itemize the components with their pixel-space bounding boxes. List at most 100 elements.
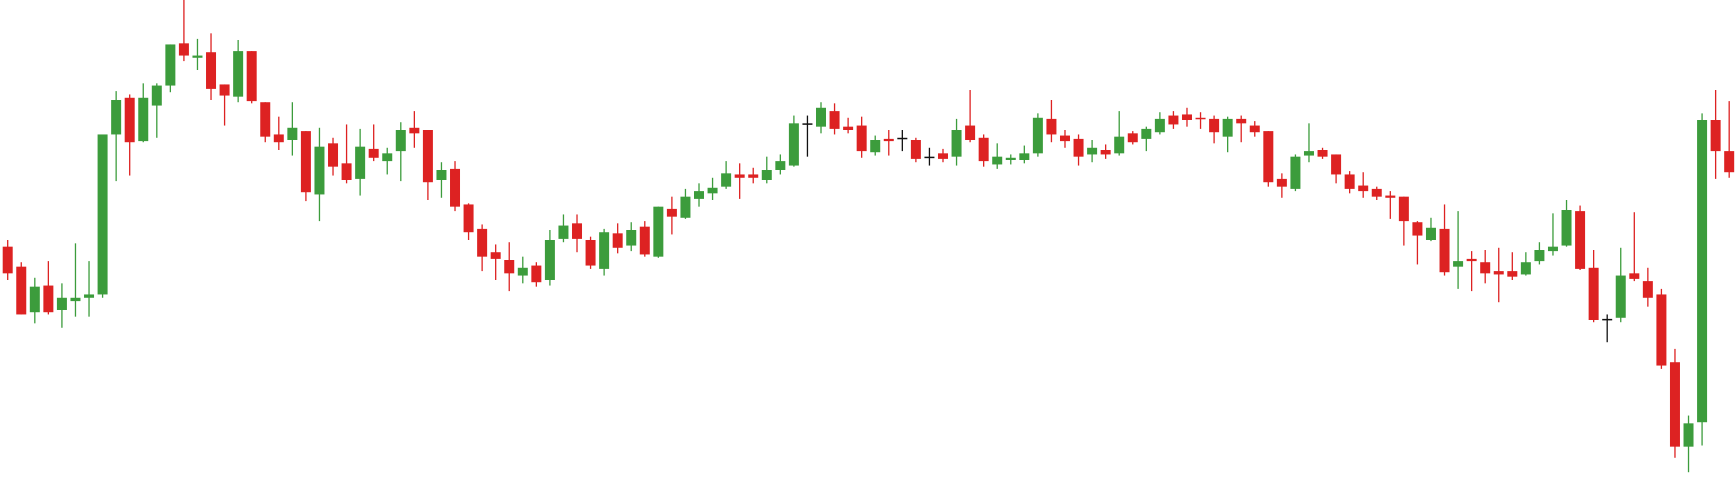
candle-body [314,146,325,195]
candle-body [1019,153,1030,160]
candle-body [111,100,122,135]
candle-body [544,240,555,280]
candle-body [504,260,515,274]
candle-body [734,174,745,178]
candle-body [572,223,583,239]
candle-body [1195,117,1206,120]
candle-body [951,130,962,157]
candle-body [490,252,501,259]
candle-body [1669,362,1680,447]
candle-body [1575,211,1586,269]
candle-body [937,153,948,159]
candle-body [56,297,67,310]
candle-body [1154,118,1165,133]
candle-body [1425,227,1436,240]
candle-body [1683,423,1694,447]
candle-body [1127,133,1138,143]
candle-body [965,125,976,140]
candle-body [788,123,799,166]
candle-body [626,230,637,246]
candle-body [1141,128,1152,139]
candle-body [300,131,311,193]
candle-body [206,52,217,89]
candle-body [2,246,13,274]
candle-body [707,187,718,194]
candle-body [1344,174,1355,189]
candle-body [1534,250,1545,262]
candle-body [517,267,528,276]
candle-body [1114,136,1125,154]
candle-body [1561,210,1572,246]
candle-body [829,111,840,129]
candle-body [1642,281,1653,298]
candle-body [1181,114,1192,120]
candle-body [233,51,244,97]
candle-body [1480,262,1491,274]
candle-body [124,97,135,143]
candle-body [1059,135,1070,142]
candle-body [761,170,772,180]
candle-body [368,148,379,158]
candle-body [1371,188,1382,197]
candle-body [1453,261,1464,267]
candle-body [721,173,732,187]
candle-body [260,102,271,137]
candle-body [612,233,623,248]
candle-body [178,43,189,56]
candle-body [1398,196,1409,222]
candle-body [1290,156,1301,189]
candle-body [599,232,610,269]
candle-body [680,196,691,218]
candle-body [1439,228,1450,273]
candle-body [1263,131,1274,183]
candle-body [666,208,677,217]
candle-body [1697,120,1708,423]
candle-body [422,130,433,183]
candle-body [1547,246,1558,252]
candle-body [341,163,352,180]
candle-body [694,191,705,199]
candle-body [1317,150,1328,157]
candle-body [450,168,461,207]
candle-body [328,143,339,167]
candle-body [531,265,542,283]
candle-body [192,55,203,58]
candle-body [1032,117,1043,154]
candle-body [883,138,894,142]
candle-body [1507,271,1518,277]
candle-body [1724,151,1735,173]
candle-body [355,146,366,179]
candle-body [409,127,420,134]
candle-body [1222,118,1233,137]
candle-body [463,204,474,233]
candle-body [978,137,989,162]
candle-body [1276,178,1287,187]
candle-body [1303,151,1314,156]
candle-body [802,123,813,125]
candle-body [29,286,40,313]
candle-body [1249,125,1260,133]
candle-body [1588,267,1599,320]
candle-body [1168,115,1179,125]
candle-body [477,228,488,257]
candle-body [1100,150,1111,155]
candle-body [558,225,569,239]
candle-body [1236,118,1247,124]
candle-body [1493,271,1504,275]
candle-body [165,44,176,86]
candle-body [1385,195,1396,198]
candle-body [585,240,596,266]
candle-body [1412,222,1423,236]
candle-body [138,97,149,142]
candle-body [1005,157,1016,160]
candle-body [1602,318,1613,321]
candle-body [395,130,406,152]
candle-body [897,137,908,140]
candle-body [43,285,54,313]
candle-body [1209,118,1220,133]
candle-body [1710,120,1721,152]
candle-body [1087,147,1098,155]
candle-body [1466,258,1477,262]
